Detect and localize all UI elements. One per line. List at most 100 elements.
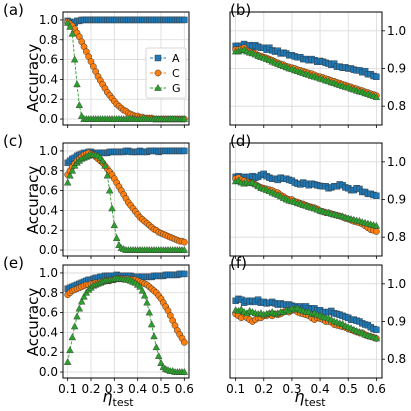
series-markers-G xyxy=(63,18,189,122)
data-point-G xyxy=(77,297,86,305)
xlabel-right-sub: test xyxy=(305,396,327,409)
y-tick-label: 0.8 xyxy=(387,352,406,366)
data-point-G xyxy=(136,282,144,290)
xlabel-right-main: η xyxy=(294,387,304,406)
data-point-G xyxy=(70,322,79,330)
y-tick-label: 0.4 xyxy=(39,325,58,339)
series-markers-A xyxy=(64,147,188,167)
y-tick-label: 0.2 xyxy=(39,92,58,106)
legend-item-C: C xyxy=(150,67,180,80)
data-point-G xyxy=(112,234,121,241)
xlabel-left-sub: test xyxy=(113,396,135,409)
data-point-G xyxy=(73,80,81,88)
x-tick-label: 0.6 xyxy=(175,382,194,396)
data-point-A xyxy=(373,73,380,80)
data-point-G xyxy=(103,171,112,179)
data-point-G xyxy=(157,359,165,366)
data-point-G xyxy=(140,291,149,299)
figure-labels: Accuracy Accuracy Accuracy ηtest ηtest xyxy=(24,44,326,409)
series-markers-G xyxy=(231,304,381,342)
y-tick-label: 0.0 xyxy=(39,112,58,126)
axes-layer: 0.0 0.2 0.4 0.6 0.8 1.0 (a) 0.8 0.9 1.0 (b) 0.0 0.2 0… xyxy=(3,1,406,396)
data-point-G xyxy=(180,115,189,122)
data-point-G xyxy=(68,333,77,341)
series-markers-C xyxy=(64,275,188,346)
panel-label: (a) xyxy=(3,1,24,19)
y-tick-label: 1.0 xyxy=(39,266,58,280)
legend-label: C xyxy=(172,67,180,80)
x-tick-label: 0.2 xyxy=(81,382,100,396)
y-tick-label: 0.4 xyxy=(39,203,58,217)
xlabel-left-main: η xyxy=(102,387,112,406)
series-markers-G xyxy=(231,176,381,229)
data-point-G xyxy=(147,320,156,328)
data-point-G xyxy=(70,55,79,63)
panel-label: (b) xyxy=(230,1,251,19)
data-point-G xyxy=(66,171,74,179)
series-markers-A xyxy=(64,270,188,292)
panel-a: 0.0 0.2 0.4 0.6 0.8 1.0 (a) xyxy=(3,1,190,128)
data-point-G xyxy=(180,368,189,375)
y-tick-label: 0.6 xyxy=(39,306,58,320)
data-point-G xyxy=(152,343,161,351)
y-tick-label: 1.0 xyxy=(387,277,406,291)
series-markers-A xyxy=(232,40,380,80)
data-point-G xyxy=(63,18,72,26)
data-point-G xyxy=(73,312,81,320)
data-point-A xyxy=(181,270,188,278)
y-tick-label: 0.2 xyxy=(39,223,58,237)
x-tick-label: 0.4 xyxy=(128,382,147,396)
legend-label: A xyxy=(172,52,180,65)
data-point-G xyxy=(66,22,74,30)
legend-marker xyxy=(154,83,162,91)
data-point-G xyxy=(63,358,72,365)
panel-b: 0.8 0.9 1.0 (b) xyxy=(229,1,406,128)
y-tick-label: 0.9 xyxy=(387,315,406,329)
data-point-G xyxy=(145,308,154,316)
data-point-G xyxy=(63,178,72,186)
y-tick-label: 0.6 xyxy=(39,184,58,198)
ylabel-row-2: Accuracy xyxy=(24,166,42,235)
x-tick-label: 0.3 xyxy=(105,382,124,396)
y-tick-label: 0.2 xyxy=(39,345,58,359)
y-tick-label: 0.8 xyxy=(39,286,58,300)
series-markers-G xyxy=(63,150,189,253)
y-tick-label: 1.0 xyxy=(39,13,58,27)
data-point-A xyxy=(373,326,380,333)
data-point-C xyxy=(180,338,188,346)
data-point-G xyxy=(98,156,107,164)
data-point-A xyxy=(181,16,188,24)
y-tick-label: 1.0 xyxy=(387,24,406,38)
legend: ACG xyxy=(145,47,187,99)
series-markers-A xyxy=(64,16,188,27)
x-tick-label: 0.5 xyxy=(339,382,358,396)
series-markers-G xyxy=(63,274,189,375)
data-point-G xyxy=(68,166,77,174)
data-point-G xyxy=(180,246,189,253)
ylabel-row-3: Accuracy xyxy=(24,288,42,357)
data-point-G xyxy=(372,334,381,342)
panel-label: (d) xyxy=(230,132,251,150)
y-tick-label: 0.0 xyxy=(39,243,58,257)
y-tick-label: 0.8 xyxy=(387,99,406,113)
x-tick-label: 0.6 xyxy=(367,382,386,396)
series-markers-G xyxy=(231,45,381,100)
data-point-A xyxy=(181,147,188,155)
legend-label: G xyxy=(172,82,181,95)
legend-marker xyxy=(154,54,162,62)
data-point-G xyxy=(143,298,151,306)
data-point-G xyxy=(110,221,119,229)
panel-label: (c) xyxy=(3,132,23,150)
data-point-A xyxy=(373,192,380,199)
x-tick-label: 0.1 xyxy=(226,382,245,396)
axes-frame xyxy=(62,264,190,379)
panel-c: 0.0 0.2 0.4 0.6 0.8 1.0 (c) xyxy=(3,132,190,259)
panel-label: (f) xyxy=(230,254,247,272)
data-point-G xyxy=(108,204,116,212)
y-tick-label: 1.0 xyxy=(387,155,406,169)
data-point-C xyxy=(180,238,188,246)
data-point-C xyxy=(373,228,380,235)
panel-d: 0.8 0.9 1.0 (d) xyxy=(229,132,406,259)
data-point-G xyxy=(80,292,88,300)
